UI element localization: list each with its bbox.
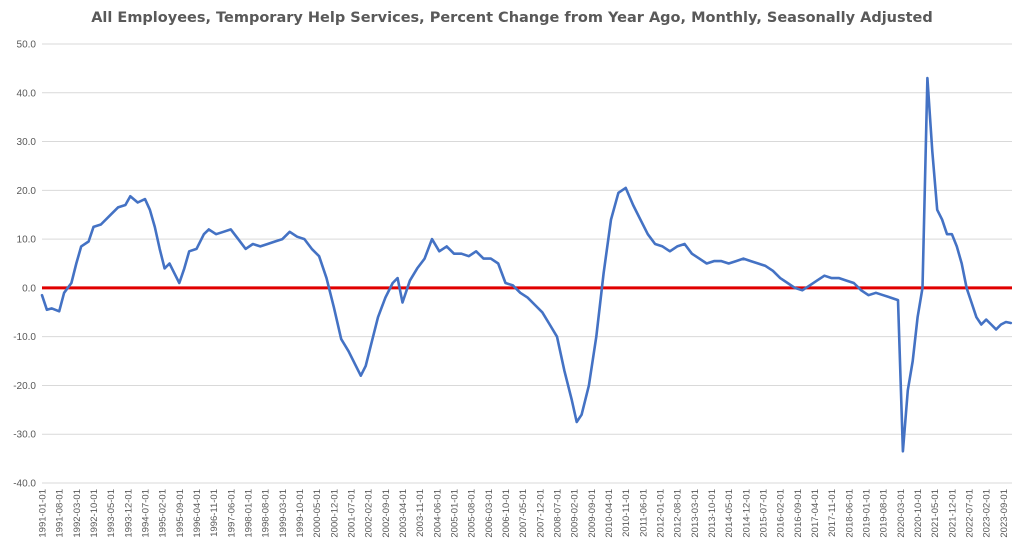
x-tick-label: 1996-11-01 bbox=[209, 489, 220, 537]
x-tick-label: 2017-11-01 bbox=[827, 489, 838, 537]
x-tick-label: 2000-12-01 bbox=[329, 489, 340, 538]
x-tick-label: 2007-05-01 bbox=[518, 489, 529, 538]
x-tick-label: 2015-07-01 bbox=[759, 489, 770, 538]
series-line bbox=[40, 76, 1013, 453]
chart-title: All Employees, Temporary Help Services, … bbox=[91, 10, 933, 26]
x-tick-label: 2002-02-01 bbox=[364, 489, 375, 538]
x-tick-label: 2020-03-01 bbox=[896, 489, 907, 538]
x-tick-label: 2020-10-01 bbox=[913, 489, 924, 538]
x-tick-label: 2009-09-01 bbox=[587, 489, 598, 538]
x-tick-label: 2016-02-01 bbox=[776, 489, 787, 538]
y-tick-label: 0.0 bbox=[22, 283, 36, 294]
x-tick-label: 2019-08-01 bbox=[879, 489, 890, 538]
x-tick-label: 2002-09-01 bbox=[381, 489, 392, 538]
x-tick-label: 1992-10-01 bbox=[89, 489, 100, 538]
x-tick-label: 2022-07-01 bbox=[965, 489, 976, 538]
x-tick-label: 2005-08-01 bbox=[467, 489, 478, 538]
x-tick-label: 2009-02-01 bbox=[570, 489, 581, 538]
y-tick-label: -40.0 bbox=[13, 479, 36, 490]
x-tick-label: 2019-01-01 bbox=[862, 489, 873, 538]
x-tick-label: 1991-08-01 bbox=[55, 489, 66, 538]
x-tick-label: 1999-10-01 bbox=[295, 489, 306, 538]
x-tick-label: 2014-12-01 bbox=[741, 489, 752, 538]
x-tick-label: 1998-01-01 bbox=[244, 489, 255, 538]
x-tick-label: 2013-03-01 bbox=[690, 489, 701, 538]
x-tick-label: 2017-04-01 bbox=[810, 489, 821, 538]
x-tick-label: 2023-09-01 bbox=[999, 489, 1010, 538]
x-tick-label: 2003-04-01 bbox=[398, 489, 409, 538]
x-tick-label: 2011-06-01 bbox=[638, 489, 649, 537]
x-tick-label: 2004-06-01 bbox=[432, 489, 443, 538]
x-tick-label: 2001-07-01 bbox=[347, 489, 358, 538]
x-tick-label: 1995-09-01 bbox=[175, 489, 186, 538]
y-tick-label: -10.0 bbox=[13, 332, 36, 343]
x-tick-label: 1996-04-01 bbox=[192, 489, 203, 538]
y-tick-label: 40.0 bbox=[17, 88, 37, 99]
x-tick-label: 1999-03-01 bbox=[278, 489, 289, 538]
x-tick-label: 2021-05-01 bbox=[930, 489, 941, 538]
x-tick-label: 2012-08-01 bbox=[673, 489, 684, 538]
x-tick-label: 2023-02-01 bbox=[982, 489, 993, 538]
y-tick-label: 20.0 bbox=[17, 186, 37, 197]
x-tick-label: 1991-01-01 bbox=[38, 489, 49, 538]
y-tick-label: -20.0 bbox=[13, 381, 36, 392]
x-tick-label: 2010-11-01 bbox=[621, 489, 632, 537]
x-tick-label: 2006-10-01 bbox=[501, 489, 512, 538]
x-tick-label: 2012-01-01 bbox=[656, 489, 667, 538]
x-tick-label: 1992-03-01 bbox=[72, 489, 83, 538]
y-tick-label: 30.0 bbox=[17, 137, 37, 148]
x-tick-label: 2021-12-01 bbox=[947, 489, 958, 538]
x-tick-label: 1994-07-01 bbox=[141, 489, 152, 538]
x-tick-label: 2013-10-01 bbox=[707, 489, 718, 538]
x-tick-label: 2007-12-01 bbox=[535, 489, 546, 538]
y-tick-label: -30.0 bbox=[13, 430, 36, 441]
x-tick-label: 2000-05-01 bbox=[312, 489, 323, 538]
x-tick-label: 2016-09-01 bbox=[793, 489, 804, 538]
y-tick-label: 50.0 bbox=[17, 40, 37, 51]
x-tick-label: 2006-03-01 bbox=[484, 489, 495, 538]
y-tick-label: 10.0 bbox=[17, 235, 37, 246]
x-tick-label: 2018-06-01 bbox=[844, 489, 855, 538]
x-tick-label: 2008-07-01 bbox=[553, 489, 564, 538]
x-tick-label: 2003-11-01 bbox=[415, 489, 426, 537]
x-tick-label: 2010-04-01 bbox=[604, 489, 615, 538]
x-tick-label: 1993-12-01 bbox=[123, 489, 134, 538]
x-tick-label: 1993-05-01 bbox=[106, 489, 117, 538]
x-tick-label: 2005-01-01 bbox=[450, 489, 461, 538]
x-tick-label: 1997-06-01 bbox=[226, 489, 237, 538]
x-tick-label: 1998-08-01 bbox=[261, 489, 272, 538]
x-tick-label: 2014-05-01 bbox=[724, 489, 735, 538]
x-tick-label: 1995-02-01 bbox=[158, 489, 169, 538]
